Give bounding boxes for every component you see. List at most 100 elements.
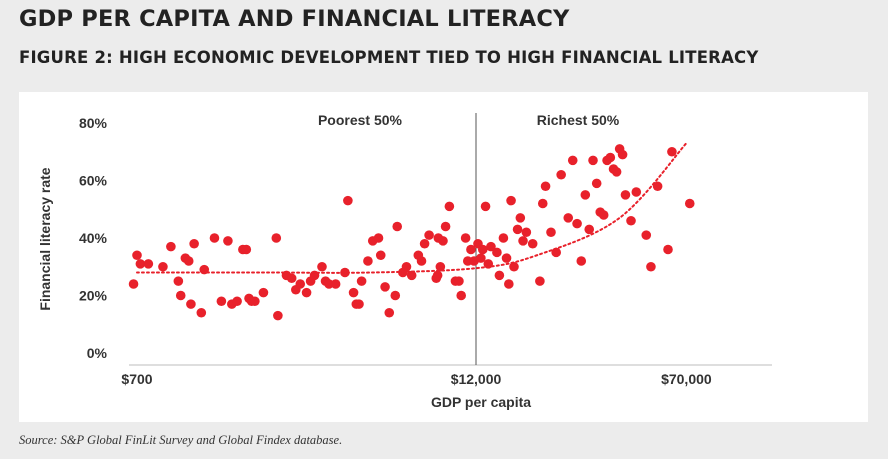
data-point [348, 287, 359, 298]
data-point [498, 233, 509, 243]
data-point [209, 233, 220, 243]
x-tick-label: $70,000 [661, 371, 712, 387]
data-point [454, 276, 464, 286]
data-point [626, 215, 636, 226]
data-point [375, 250, 386, 261]
data-point [476, 253, 486, 263]
data-point [540, 181, 551, 192]
data-point [330, 279, 341, 289]
data-point [232, 296, 242, 307]
data-point [617, 149, 628, 160]
data-point [646, 261, 656, 272]
data-point [512, 224, 523, 235]
y-ticks: 0% 20% 40% 60% 80% [79, 115, 108, 361]
data-point [373, 233, 384, 243]
data-point [466, 244, 476, 255]
data-point [515, 213, 526, 223]
y-axis: 0% 20% 40% 60% 80% Financial literacy rate [37, 115, 108, 361]
chart-panel: $700 $12,000 $70,000 GDP per capita 0% 20% 4… [19, 92, 868, 422]
data-point [384, 307, 395, 318]
data-point [477, 244, 488, 255]
data-point [567, 155, 578, 166]
y-tick-label: 80% [79, 115, 108, 131]
data-point [216, 296, 227, 307]
data-point [273, 310, 283, 321]
data-point [258, 287, 269, 298]
data-point [401, 261, 412, 272]
data-point [509, 261, 519, 272]
data-point [223, 236, 233, 246]
data-point [535, 276, 545, 286]
data-point [189, 238, 199, 249]
data-point [324, 279, 334, 289]
x-tick-label: $700 [121, 371, 152, 387]
data-point [652, 181, 663, 192]
data-point [444, 201, 455, 212]
trend-line [136, 142, 688, 274]
data-point [584, 224, 595, 235]
x-ticks: $700 $12,000 $70,000 [121, 371, 711, 387]
data-point [563, 213, 574, 223]
data-point [501, 253, 512, 263]
data-point [380, 282, 390, 292]
data-point [527, 238, 538, 249]
data-point [605, 152, 616, 163]
data-point [480, 201, 491, 212]
data-point [684, 198, 695, 209]
data-point [317, 261, 327, 272]
data-point [173, 276, 184, 286]
data-point [390, 290, 401, 301]
y-tick-label: 40% [79, 230, 108, 246]
data-point [241, 244, 252, 255]
data-point [591, 178, 602, 189]
data-point [504, 279, 514, 289]
data-point [354, 299, 364, 309]
data-point [250, 296, 260, 307]
region-label-poorest: Poorest 50% [318, 112, 403, 128]
data-point [556, 169, 566, 180]
data-point [175, 290, 186, 301]
data-point [521, 227, 532, 238]
data-point [486, 241, 496, 252]
y-tick-label: 0% [87, 345, 108, 361]
data-point [419, 238, 430, 249]
data-point [186, 299, 196, 309]
data-point [183, 256, 194, 266]
data-point [572, 218, 582, 229]
data-point [132, 250, 142, 261]
data-point [580, 190, 591, 200]
data-point [271, 233, 282, 243]
data-point [135, 259, 146, 269]
data-point [537, 198, 548, 209]
data-point [506, 195, 516, 206]
data-point [641, 230, 652, 240]
data-point [460, 233, 471, 243]
data-point [363, 256, 373, 266]
data-point [286, 273, 297, 284]
y-tick-label: 20% [79, 288, 108, 304]
data-point [576, 256, 587, 266]
data-point [158, 261, 168, 272]
data-point [667, 146, 677, 157]
scatter-chart: $700 $12,000 $70,000 GDP per capita 0% 20% 4… [37, 112, 772, 410]
data-point [416, 256, 427, 266]
data-point [343, 195, 353, 206]
data-point [494, 270, 505, 281]
region-label-richest: Richest 50% [537, 112, 620, 128]
data-point [301, 287, 312, 298]
data-point [663, 244, 673, 255]
data-point [392, 221, 403, 232]
data-point [295, 279, 306, 289]
data-point [598, 210, 609, 220]
page-title: GDP PER CAPITA AND FINANCIAL LITERACY [19, 6, 570, 32]
data-point [128, 279, 139, 289]
source-note: Source: S&P Global FinLit Survey and Glo… [19, 433, 343, 447]
data-point [588, 155, 598, 166]
data-point [432, 270, 443, 281]
data-point [435, 261, 446, 272]
data-point [196, 307, 207, 318]
data-point [611, 167, 622, 177]
data-point [143, 259, 154, 269]
data-point [440, 221, 451, 232]
